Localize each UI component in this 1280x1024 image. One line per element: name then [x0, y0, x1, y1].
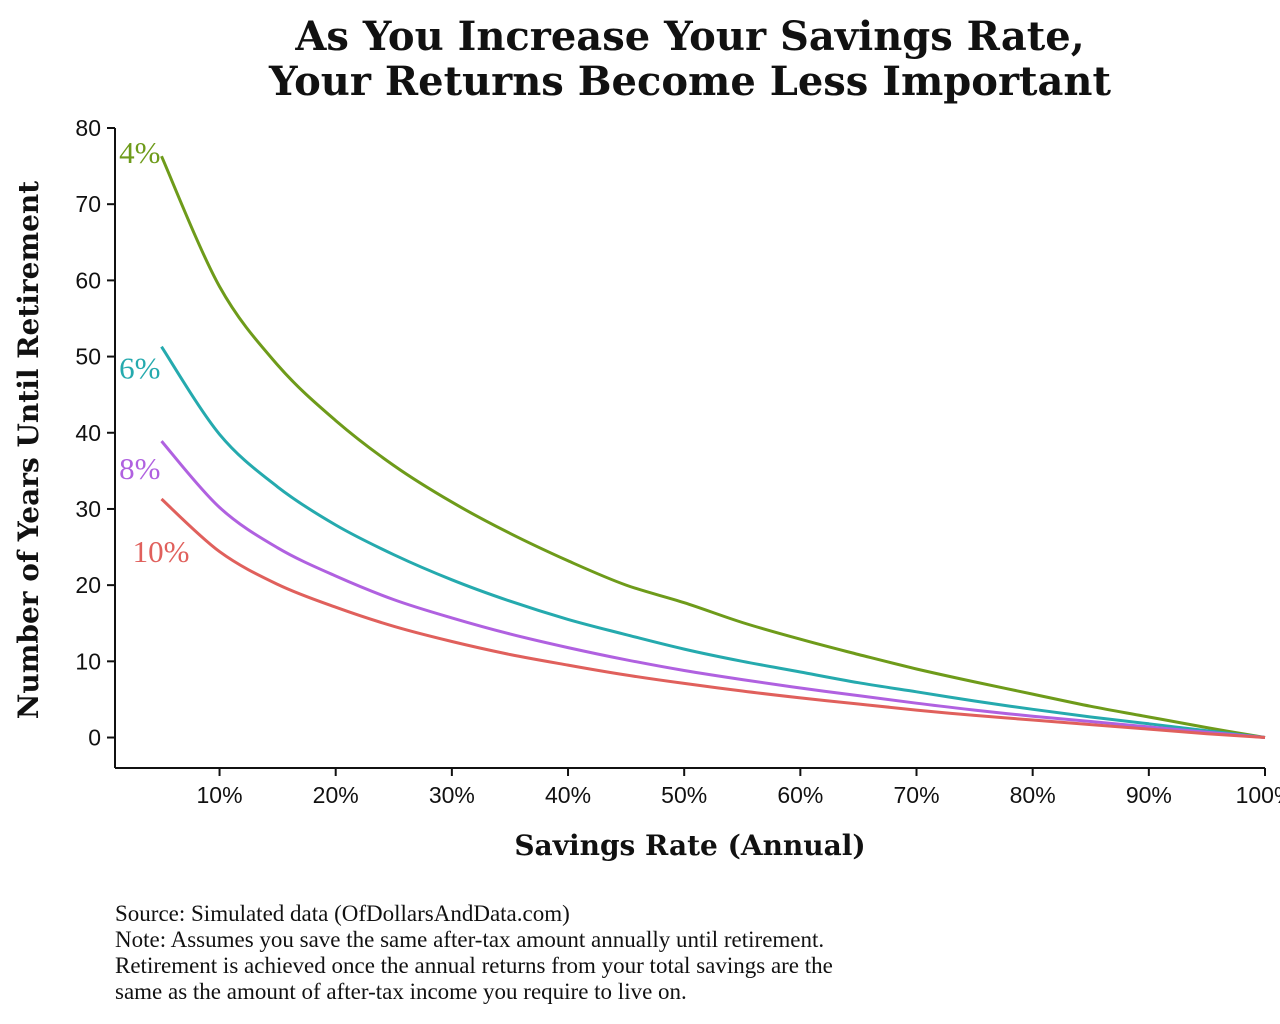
x-tick-label: 30% [429, 782, 475, 808]
y-tick-label: 50 [75, 344, 101, 370]
x-tick-label: 60% [777, 782, 823, 808]
series-labels: 4% 6% 8% 10% [119, 135, 189, 569]
plot-area: 0 10 20 30 40 50 60 70 80 10% 20% 30% 40% 50% 60% 70% 8… [75, 115, 1280, 808]
y-tick-label: 30 [75, 496, 101, 522]
x-tick-label: 70% [893, 782, 939, 808]
y-tick-label: 40 [75, 420, 101, 446]
y-axis-ticks: 0 10 20 30 40 50 60 70 80 [75, 115, 115, 751]
series-line-2 [160, 440, 1266, 739]
x-tick-label: 40% [545, 782, 591, 808]
series-line-0 [160, 155, 1266, 739]
chart-title-line-1: As You Increase Your Savings Rate, [294, 13, 1084, 60]
y-tick-label: 10 [75, 648, 101, 674]
x-tick-label: 80% [1010, 782, 1056, 808]
y-tick-label: 0 [88, 725, 101, 751]
series-label-2: 8% [119, 451, 160, 486]
retirement-note-line-2: same as the amount of after-tax income y… [115, 979, 687, 1004]
x-axis-title: Savings Rate (Annual) [514, 829, 865, 862]
series-line-1 [160, 345, 1266, 739]
series-lines [160, 155, 1266, 739]
series-label-0: 4% [119, 135, 160, 170]
chart-notes: Source: Simulated data (OfDollarsAndData… [115, 901, 833, 1004]
retirement-note-line-1: Retirement is achieved once the annual r… [115, 953, 833, 978]
y-tick-label: 60 [75, 267, 101, 293]
y-tick-label: 20 [75, 572, 101, 598]
x-tick-label: 20% [313, 782, 359, 808]
x-tick-label: 100% [1236, 782, 1280, 808]
x-tick-label: 90% [1126, 782, 1172, 808]
series-line-3 [160, 497, 1266, 739]
series-label-3: 10% [133, 534, 190, 569]
y-tick-label: 80 [75, 115, 101, 141]
x-axis-ticks: 10% 20% 30% 40% 50% 60% 70% 80% 90% 100% [197, 768, 1280, 808]
x-tick-label: 10% [197, 782, 243, 808]
y-tick-label: 70 [75, 191, 101, 217]
assumption-note: Note: Assumes you save the same after-ta… [115, 927, 824, 952]
series-label-1: 6% [119, 351, 160, 386]
y-axis-title: Number of Years Until Retirement [12, 181, 45, 719]
chart-title-line-2: Your Returns Become Less Important [268, 58, 1111, 105]
x-tick-label: 50% [661, 782, 707, 808]
source-note: Source: Simulated data (OfDollarsAndData… [115, 901, 570, 926]
